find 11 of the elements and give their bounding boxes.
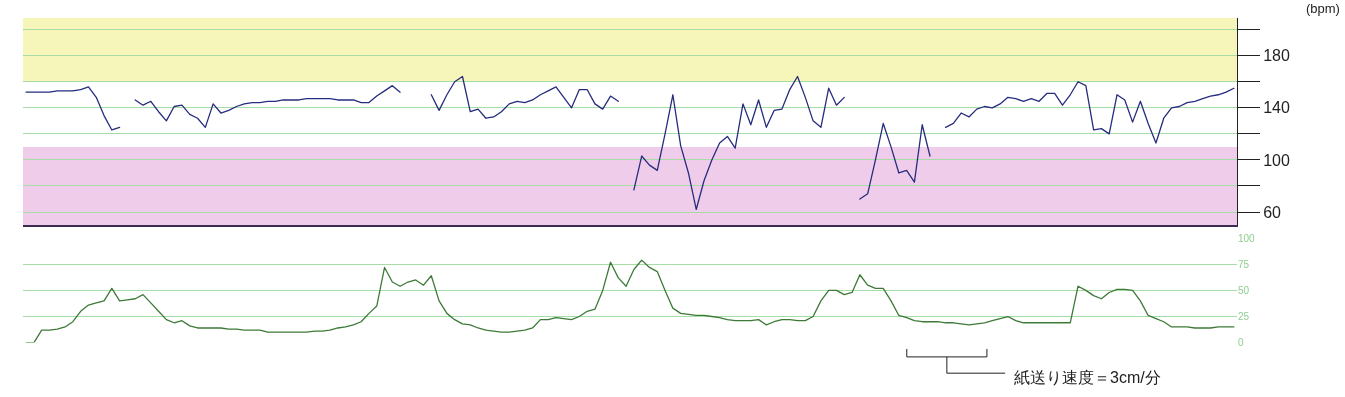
y-tick-label: 180 xyxy=(1263,47,1290,65)
y-tick-label: 25 xyxy=(1238,311,1250,323)
y-tick-label: 140 xyxy=(1263,99,1290,117)
text: 紙送り速度＝3cm/分 xyxy=(1014,369,1161,386)
y-tick-label: 75 xyxy=(1238,258,1250,270)
y-tick-label: 60 xyxy=(1263,203,1282,221)
y-tick-label: 100 xyxy=(1263,151,1290,169)
y-tick-label: 0 xyxy=(1238,337,1244,349)
y-tick-label: 50 xyxy=(1238,284,1250,296)
y-axis-title: (bpm) xyxy=(1306,1,1340,16)
y-tick-label: 100 xyxy=(1238,232,1256,244)
